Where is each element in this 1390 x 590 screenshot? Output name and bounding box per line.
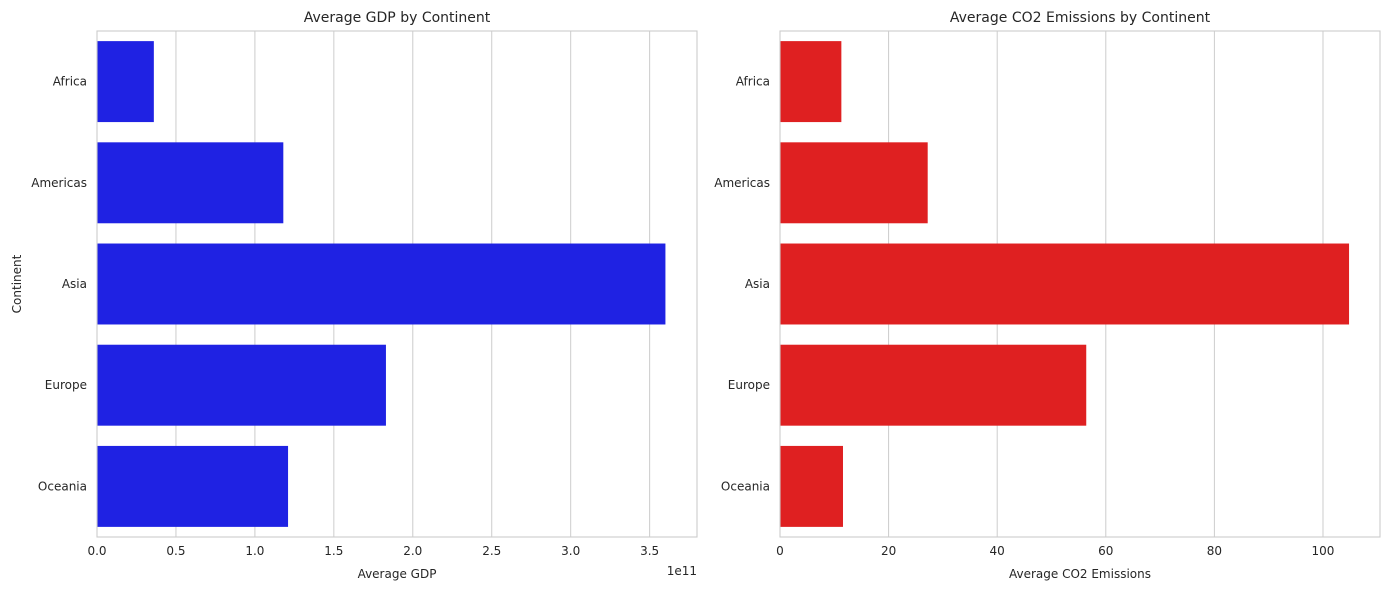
gdp-bar-oceania [97, 445, 289, 527]
gdp-bar-americas [97, 142, 284, 224]
gdp-y-tick-label: Oceania [38, 479, 87, 493]
co2-chart-title: Average CO2 Emissions by Continent [950, 10, 1211, 26]
co2-bar-asia [780, 243, 1350, 325]
co2-y-tick-label: Europe [728, 378, 770, 392]
gdp-x-tick-label: 1.0 [245, 544, 264, 558]
gdp-y-tick-label: Africa [53, 75, 87, 89]
gdp-x-tick-label: 3.0 [561, 544, 580, 558]
gdp-bar-europe [97, 344, 386, 426]
gdp-y-tick-label: Europe [45, 378, 87, 392]
co2-bar-oceania [780, 445, 843, 527]
co2-y-tick-label: Americas [714, 176, 770, 190]
gdp-x-tick-label: 2.0 [403, 544, 422, 558]
co2-x-tick-label: 60 [1098, 544, 1113, 558]
gdp-chart-title: Average GDP by Continent [304, 10, 491, 26]
gdp-x-tick-label: 0.0 [87, 544, 106, 558]
gdp-chart: Africa Americas Asia Europe Oceania 0.0 0.5 1.0… [10, 10, 698, 581]
co2-bar-europe [780, 344, 1087, 426]
co2-x-tick-label: 20 [881, 544, 896, 558]
co2-bar-americas [780, 142, 928, 224]
co2-x-axis-label: Average CO2 Emissions [1009, 567, 1151, 581]
gdp-bar-asia [97, 243, 666, 325]
gdp-x-tick-label: 3.5 [640, 544, 659, 558]
gdp-y-tick-label: Americas [31, 176, 87, 190]
co2-x-tick-label: 40 [990, 544, 1005, 558]
gdp-x-tick-label: 0.5 [166, 544, 185, 558]
gdp-x-tick-label: 2.5 [482, 544, 501, 558]
gdp-y-tick-label: Asia [62, 277, 87, 291]
co2-plot-frame [779, 30, 1381, 538]
gdp-plot-frame [96, 30, 698, 538]
co2-y-tick-label: Africa [736, 75, 770, 89]
co2-y-tick-label: Asia [745, 277, 770, 291]
co2-y-tick-label: Oceania [721, 479, 770, 493]
co2-x-tick-label: 100 [1312, 544, 1335, 558]
gdp-x-tick-label: 1.5 [324, 544, 343, 558]
co2-x-tick-label: 80 [1207, 544, 1222, 558]
gdp-offset-label: 1e11 [667, 564, 697, 578]
gdp-bar-africa [97, 41, 154, 123]
gdp-x-axis-label: Average GDP [358, 567, 437, 581]
gdp-y-axis-label: Continent [10, 254, 24, 313]
co2-x-tick-label: 0 [776, 544, 784, 558]
co2-bar-africa [780, 41, 842, 123]
co2-chart: Africa Americas Asia Europe Oceania 0 20 40 60 80… [714, 10, 1381, 581]
